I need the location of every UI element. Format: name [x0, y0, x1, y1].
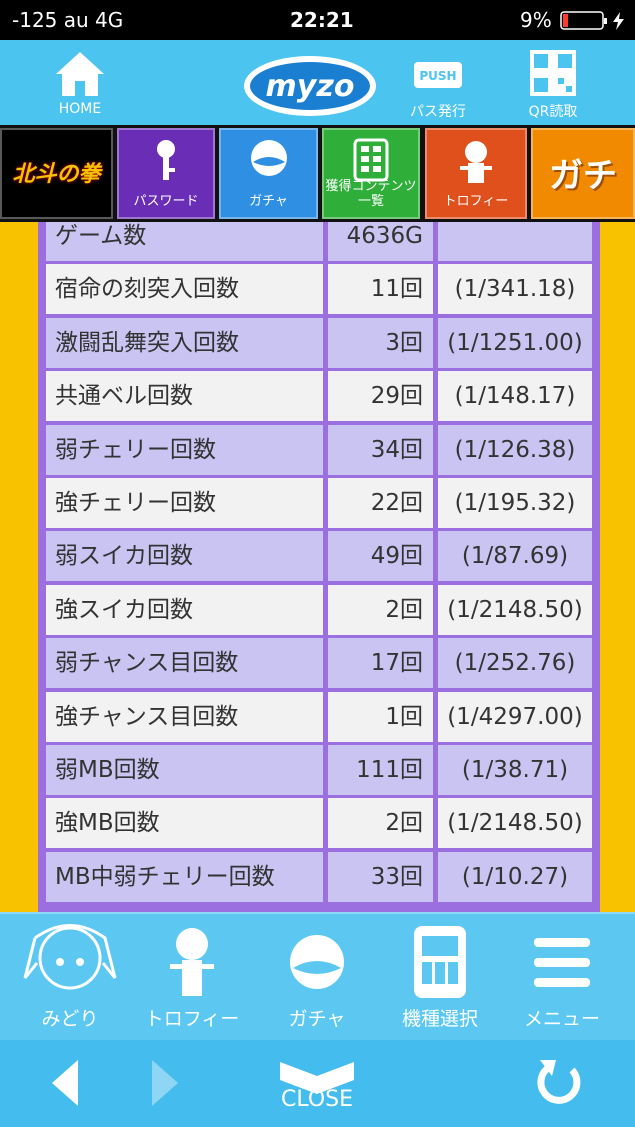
- table-cell: (1/10.27): [438, 851, 592, 902]
- tab-icon: [324, 138, 418, 186]
- table-cell: 宿命の刻突入回数: [46, 264, 323, 315]
- footer: CLOSE: [0, 1040, 635, 1127]
- nav-icon: [130, 920, 254, 1004]
- nav-icon: [500, 932, 624, 996]
- tab-logo: ガチ: [549, 156, 617, 196]
- table-cell: 強MB回数: [46, 798, 323, 849]
- tab-label: パスワード: [133, 194, 199, 209]
- table-cell: 3回: [328, 317, 433, 368]
- tab-icon: [221, 138, 316, 182]
- home-icon[interactable]: [52, 48, 108, 100]
- qr-label[interactable]: QR読取: [528, 104, 578, 120]
- battery-text: 9%: [520, 8, 552, 32]
- table-cell: (1/2148.50): [438, 798, 592, 849]
- nav-label[interactable]: みどり: [41, 1008, 99, 1030]
- table-cell: (1/1251.00): [438, 317, 592, 368]
- status-bar: -125 au 4G 22:21 9%: [0, 0, 635, 40]
- tab[interactable]: ガチ: [531, 128, 635, 219]
- table-cell: 弱チェリー回数: [46, 424, 323, 475]
- content: ゲーム数 4636G 宿命の刻突入回数 11回 (1/341.18) 激闘乱舞突入回数 3回…: [0, 222, 635, 912]
- qr-icon[interactable]: [528, 48, 578, 98]
- nav-icon: [8, 918, 132, 1002]
- table-cell: 共通ベル回数: [46, 371, 323, 422]
- back-button[interactable]: [52, 1060, 78, 1106]
- logo-text: myzo: [266, 69, 355, 104]
- table-cell: 弱チャンス目回数: [46, 638, 323, 689]
- table-cell: (1/4297.00): [438, 691, 592, 742]
- table-cell: 33回: [328, 851, 433, 902]
- carrier: -125 au 4G: [12, 8, 124, 32]
- tab[interactable]: 獲得コンテンツ一覧: [322, 128, 420, 219]
- logo[interactable]: myzo: [240, 46, 380, 120]
- table-cell: 弱スイカ回数: [46, 531, 323, 582]
- table-cell: 22回: [328, 478, 433, 528]
- clock: 22:21: [290, 8, 354, 32]
- nav-label[interactable]: メニュー: [523, 1008, 600, 1030]
- table-cell: (1/87.69): [438, 531, 592, 582]
- tab-label: ガチャ: [249, 194, 288, 209]
- tab[interactable]: ガチャ: [219, 128, 318, 219]
- table-cell: 17回: [328, 638, 433, 689]
- table-cell: 2回: [328, 798, 433, 849]
- tab-icon: [119, 138, 213, 186]
- close-icon[interactable]: [280, 1062, 354, 1094]
- tab-label: 獲得コンテンツ一覧: [325, 179, 417, 209]
- table-cell: (1/341.18): [438, 264, 592, 315]
- tab[interactable]: パスワード: [117, 128, 215, 219]
- nav-icon: [378, 922, 502, 1006]
- tab-bar: 北斗の拳パスワード ガチャ 獲得コンテンツ一覧トロフィー ガチ: [0, 125, 635, 222]
- table-cell: (1/252.76): [438, 638, 592, 689]
- nav-icon: [255, 928, 379, 1002]
- home-label[interactable]: HOME: [58, 101, 102, 117]
- game-logo: 北斗の拳: [12, 162, 101, 187]
- table-cell: 弱MB回数: [46, 745, 323, 795]
- tab[interactable]: トロフィー: [425, 128, 527, 219]
- reload-arrow: [540, 1060, 556, 1076]
- tab[interactable]: 北斗の拳: [0, 128, 113, 219]
- table-cell: 111回: [328, 745, 433, 795]
- table-cell: (1/126.38): [438, 424, 592, 475]
- table-cell: 34回: [328, 424, 433, 475]
- table-cell: 激闘乱舞突入回数: [46, 317, 323, 368]
- push-text: PUSH: [419, 69, 456, 83]
- table-cell: 強チェリー回数: [46, 478, 323, 528]
- table-cell-bg: [438, 222, 592, 261]
- table-cell: (1/38.71): [438, 745, 592, 795]
- header: HOME myzo PUSH パス発行 QR読取: [0, 40, 635, 125]
- footer-icons: CLOSE: [52, 1060, 581, 1112]
- table-cell: (1/148.17): [438, 371, 592, 422]
- table-cell: 強チャンス目回数: [46, 691, 323, 742]
- forward-button: [152, 1060, 178, 1106]
- table-cell: 11回: [328, 264, 433, 315]
- table-cell: 強スイカ回数: [46, 584, 323, 635]
- table-cell: MB中弱チェリー回数: [46, 851, 323, 902]
- pass-label[interactable]: パス発行: [410, 104, 466, 120]
- tab-icon: [427, 138, 525, 190]
- reload-button[interactable]: [537, 1065, 581, 1104]
- table-cell: 29回: [328, 371, 433, 422]
- push-icon[interactable]: PUSH: [412, 58, 464, 92]
- table-cell: 4636G: [328, 222, 433, 261]
- table-cell: (1/2148.50): [438, 584, 592, 635]
- table-cell: 1回: [328, 691, 433, 742]
- nav-label[interactable]: トロフィー: [144, 1008, 240, 1030]
- table-cell: 49回: [328, 531, 433, 582]
- close-label[interactable]: CLOSE: [281, 1087, 353, 1112]
- battery-icon: [560, 11, 624, 30]
- tab-label: トロフィー: [443, 194, 509, 209]
- table-cell: ゲーム数: [46, 222, 323, 261]
- table-cell: (1/195.32): [438, 478, 592, 528]
- table-cell: 2回: [328, 584, 433, 635]
- bottom-nav: みどり トロフィー ガチャ 機種選択 メニュー: [0, 912, 635, 1040]
- nav-label[interactable]: 機種選択: [401, 1008, 478, 1030]
- nav-label[interactable]: ガチャ: [288, 1008, 346, 1030]
